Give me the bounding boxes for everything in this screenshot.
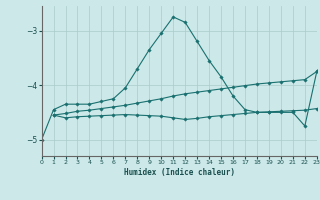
X-axis label: Humidex (Indice chaleur): Humidex (Indice chaleur) <box>124 168 235 177</box>
